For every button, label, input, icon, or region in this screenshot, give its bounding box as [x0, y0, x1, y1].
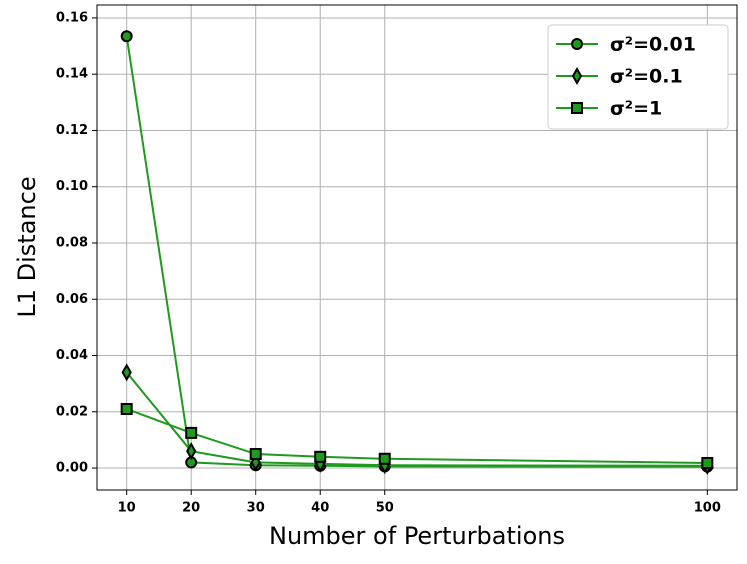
marker — [701, 456, 714, 469]
legend-label: σ²=0.01 — [610, 34, 696, 56]
series-line — [125, 371, 708, 467]
legend-marker — [571, 66, 583, 86]
marker — [120, 402, 133, 415]
legend-box — [547, 24, 729, 130]
legend-label: σ²=0.1 — [610, 66, 683, 88]
y-tick-label: 0.04 — [56, 348, 88, 363]
marker — [314, 450, 327, 463]
x-tick-label: 100 — [694, 501, 721, 516]
marker — [249, 447, 262, 460]
x-tick-label: 10 — [118, 501, 136, 516]
marker — [186, 442, 197, 461]
marker — [185, 426, 198, 439]
legend-marker — [571, 38, 583, 50]
y-axis-label: L1 Distance — [13, 176, 41, 317]
x-tick-label: 40 — [311, 501, 329, 516]
y-tick-label: 0.08 — [56, 235, 88, 250]
legend-marker — [571, 102, 583, 114]
y-tick-label: 0.12 — [56, 123, 88, 138]
y-tick-label: 0.14 — [56, 67, 88, 82]
marker — [378, 452, 391, 465]
x-axis-label: Number of Perturbations — [269, 522, 565, 550]
series-line — [125, 36, 708, 468]
marker — [120, 30, 133, 43]
x-tick-label: 30 — [247, 501, 265, 516]
marker — [121, 363, 132, 382]
y-tick-label: 0.10 — [56, 179, 88, 194]
y-tick-label: 0.06 — [56, 292, 88, 307]
x-tick-label: 50 — [376, 501, 394, 516]
y-tick-label: 0.00 — [56, 461, 88, 476]
y-tick-label: 0.16 — [56, 10, 88, 25]
series-line — [126, 408, 708, 464]
x-tick-label: 20 — [182, 501, 200, 516]
legend-label: σ²=1 — [610, 98, 662, 120]
y-tick-label: 0.02 — [56, 404, 88, 419]
plot-frame — [96, 4, 738, 491]
